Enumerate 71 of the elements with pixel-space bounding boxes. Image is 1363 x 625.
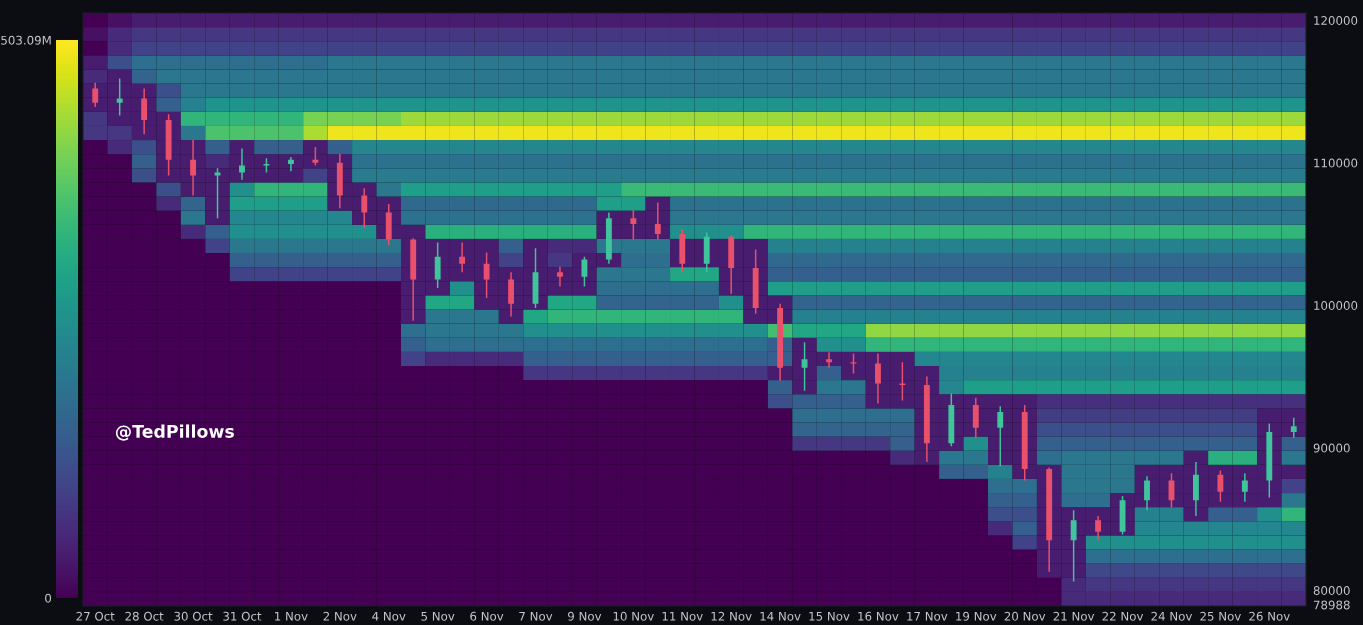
y-tick-label: 120000 (1314, 16, 1358, 25)
x-tick-label: 1 Nov (275, 611, 308, 621)
x-tick-label: 4 Nov (372, 611, 406, 621)
candlestick (508, 272, 514, 317)
candlestick (605, 212, 612, 264)
candlestick (581, 256, 588, 287)
x-tick-label: 9 Nov (568, 611, 602, 621)
y-tick-label: 78988 (1313, 600, 1350, 610)
x-tick-label: 12 Nov (711, 611, 752, 621)
candlestick (923, 376, 930, 462)
y-tick-label: 110000 (1314, 158, 1358, 168)
candlestick (287, 156, 294, 172)
candlestick (92, 82, 99, 108)
color-bar-label: 0 (45, 593, 52, 603)
x-tick-label: 21 Nov (1053, 611, 1095, 621)
candlestick (875, 353, 881, 404)
candlestick (1241, 473, 1248, 502)
x-tick-label: 10 Nov (613, 611, 654, 621)
x-tick-label: 17 Nov (907, 611, 948, 621)
candlestick (654, 202, 661, 240)
candlestick (826, 352, 832, 368)
candlestick (728, 235, 735, 294)
x-tick-label: 15 Nov (809, 611, 850, 621)
color-bar-label: 503.09M (1, 35, 51, 45)
candlestick (165, 114, 172, 176)
candlestick (703, 232, 710, 273)
candlestick (1144, 476, 1150, 511)
x-tick-label: 20 Nov (1004, 611, 1046, 621)
x-tick-label: 28 Oct (125, 611, 164, 621)
x-tick-label: 6 Nov (470, 611, 504, 621)
candlestick (777, 303, 784, 381)
candlestick (972, 397, 979, 438)
candlestick (1070, 510, 1077, 582)
candlestick (1266, 423, 1273, 498)
x-tick-label: 30 Oct (174, 611, 213, 621)
candlestick (336, 154, 343, 209)
x-tick-label: 31 Oct (223, 611, 262, 621)
x-tick-label: 2 Nov (323, 611, 357, 621)
x-tick-label: 24 Nov (1151, 611, 1193, 621)
candlestick (385, 203, 392, 246)
candlestick (239, 148, 245, 180)
x-tick-label: 19 Nov (956, 611, 997, 621)
y-tick-label: 80000 (1313, 586, 1350, 595)
x-tick-label: 26 Nov (1249, 611, 1290, 621)
candlestick (752, 249, 759, 314)
candlestick (410, 238, 417, 321)
candlestick (190, 139, 197, 196)
candlestick (1192, 461, 1199, 517)
candlestick (1046, 467, 1053, 572)
candlestick (361, 188, 368, 229)
candlestick (1217, 470, 1224, 502)
x-tick-label: 22 Nov (1102, 611, 1144, 621)
x-tick-label: 25 Nov (1200, 611, 1241, 621)
candlestick (1095, 516, 1102, 541)
candlestick (948, 393, 955, 447)
x-tick-label: 27 Oct (76, 611, 115, 621)
annotation: @TedPillows (115, 424, 234, 441)
x-tick-label: 7 Nov (519, 611, 553, 621)
x-tick-label: 5 Nov (421, 611, 455, 621)
y-tick-label: 100000 (1314, 301, 1358, 310)
x-tick-label: 14 Nov (760, 611, 801, 621)
candlestick (1021, 404, 1028, 481)
candlestick (434, 242, 441, 289)
candlestick (141, 88, 148, 135)
candlestick (557, 266, 563, 287)
candlestick (1290, 417, 1297, 438)
candlestick (679, 229, 686, 273)
x-tick-label: 11 Nov (662, 611, 703, 621)
x-tick-label: 16 Nov (858, 611, 899, 621)
candlestick (459, 242, 466, 273)
y-tick-label: 90000 (1313, 443, 1350, 453)
